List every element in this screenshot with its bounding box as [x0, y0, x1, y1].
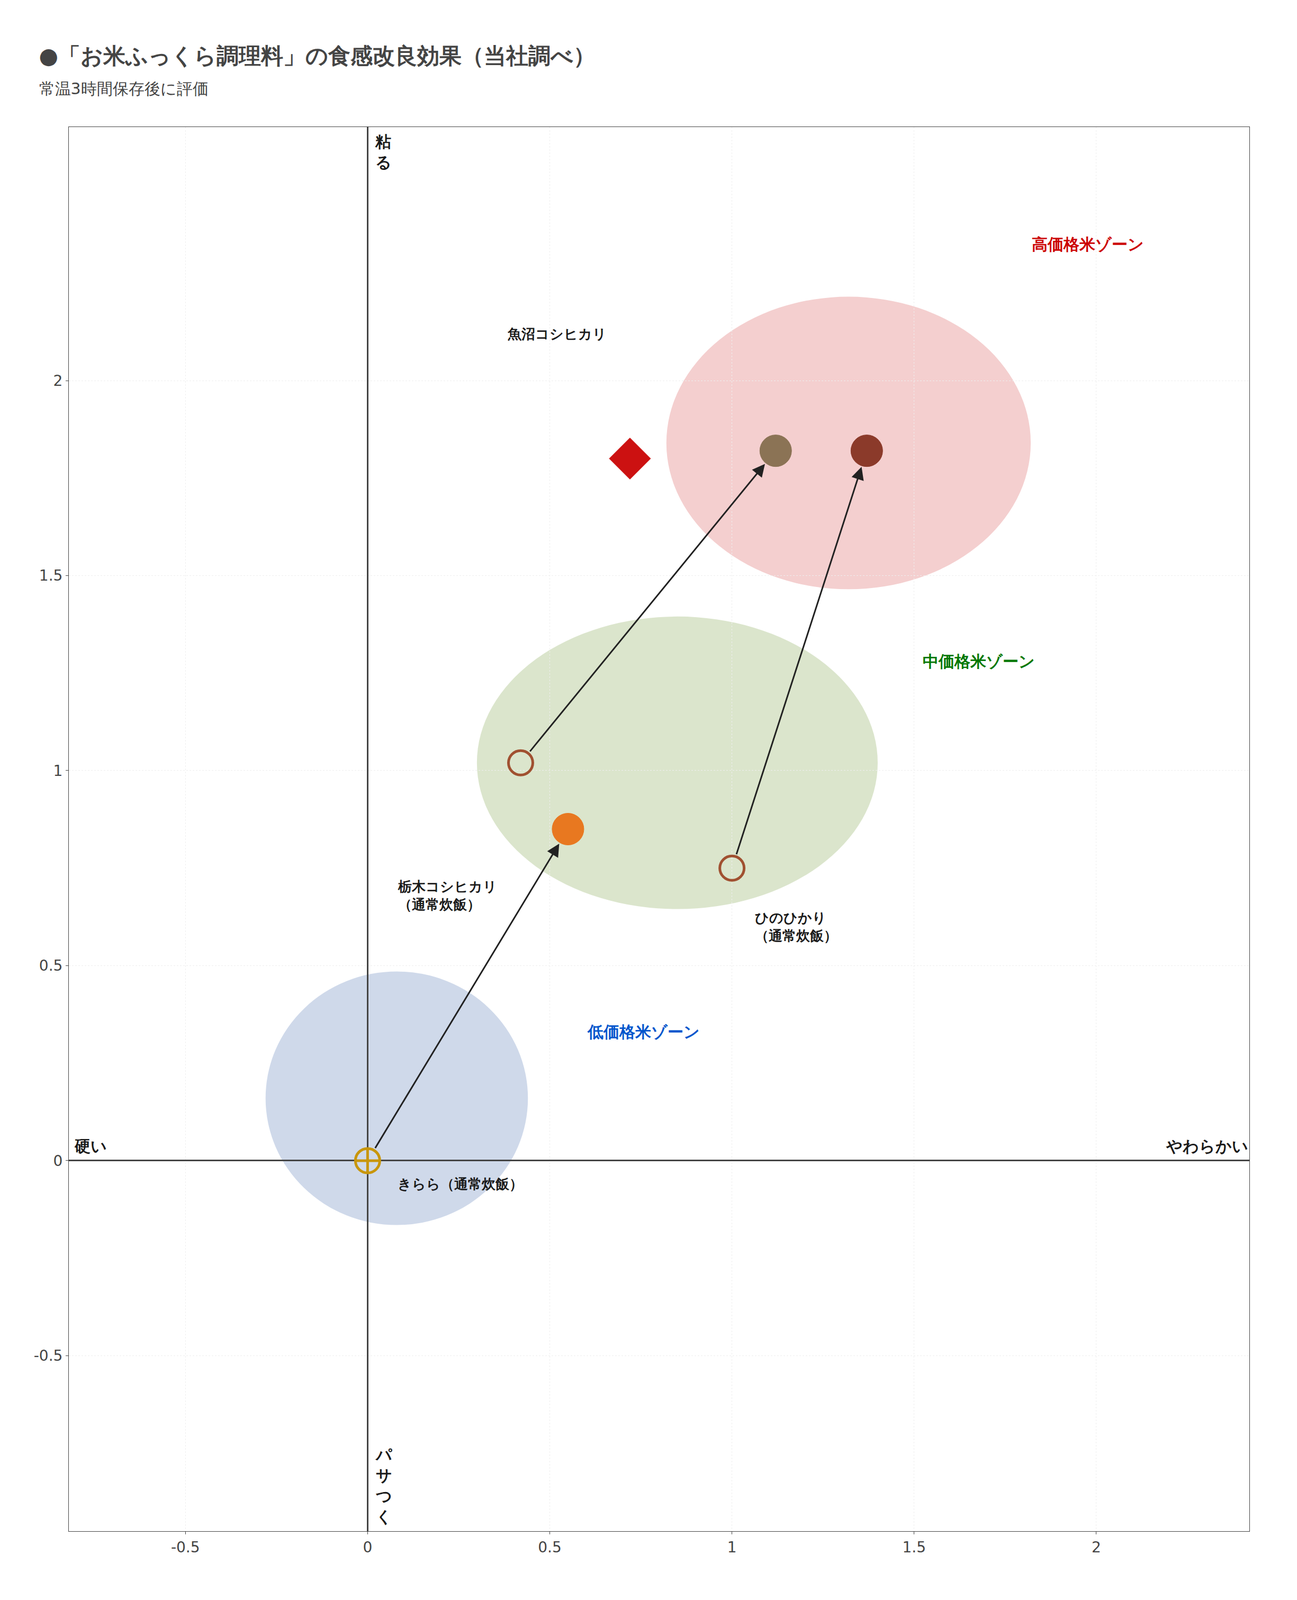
svg-text:魚沼コシヒカリ: 魚沼コシヒカリ: [507, 326, 607, 342]
svg-text:ひのひかり（通常炊飯）: ひのひかり（通常炊飯）: [754, 910, 838, 944]
svg-text:きらら（通常炊飯）: きらら（通常炊飯）: [397, 1176, 524, 1193]
svg-text:粘る: 粘る: [374, 132, 392, 172]
svg-text:やわらかい: やわらかい: [1165, 1137, 1249, 1156]
svg-text:栃木コシヒカリ（通常炊飯）: 栃木コシヒカリ（通常炊飯）: [397, 878, 498, 913]
svg-text:低価格米ゾーン: 低価格米ゾーン: [587, 1022, 700, 1042]
svg-text:2: 2: [53, 372, 63, 390]
svg-text:1.5: 1.5: [902, 1538, 927, 1557]
svg-text:-0.5: -0.5: [170, 1538, 201, 1557]
svg-text:2: 2: [1091, 1538, 1102, 1557]
svg-text:0.5: 0.5: [537, 1538, 562, 1557]
svg-text:硬い: 硬い: [74, 1137, 107, 1156]
svg-text:●「お米ふっくら調理料」の食感改良効果（当社調べ）: ●「お米ふっくら調理料」の食感改良効果（当社調べ）: [39, 42, 597, 69]
svg-text:常温3時間保存後に評価: 常温3時間保存後に評価: [39, 79, 209, 98]
svg-text:高価格米ゾーン: 高価格米ゾーン: [1031, 235, 1145, 254]
svg-text:0: 0: [362, 1538, 373, 1557]
svg-text:中価格米ゾーン: 中価格米ゾーン: [922, 652, 1035, 671]
svg-text:-0.5: -0.5: [33, 1347, 63, 1365]
svg-text:1.5: 1.5: [39, 566, 63, 585]
svg-text:0.5: 0.5: [39, 957, 63, 975]
svg-text:パサつく: パサつく: [374, 1445, 393, 1527]
svg-text:1: 1: [727, 1538, 737, 1557]
svg-text:1: 1: [53, 762, 63, 780]
svg-text:0: 0: [53, 1152, 63, 1170]
